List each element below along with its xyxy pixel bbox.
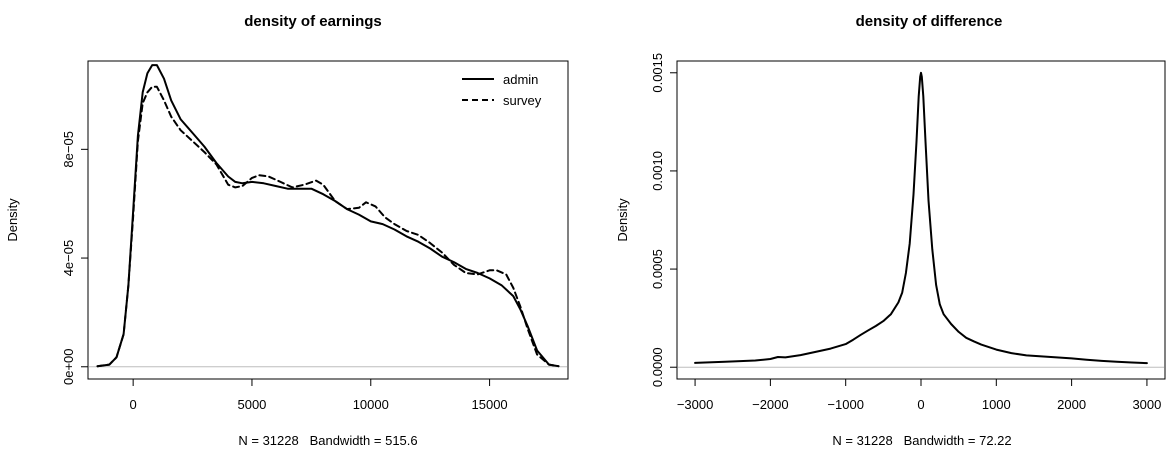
legend-label-admin: admin — [503, 72, 538, 87]
x-tick-label: 10000 — [353, 397, 389, 412]
y-axis: 0.0000 0.0005 0.0010 0.0015 — [650, 53, 678, 387]
difference-density-panel: density of difference −3000 −2000 −1000 0 10… — [615, 13, 1166, 448]
x-tick-label: 15000 — [472, 397, 508, 412]
legend-label-survey: survey — [503, 93, 542, 108]
x-axis-label: N = 31228 Bandwidth = 72.22 — [832, 433, 1011, 448]
y-tick-label: 4e−05 — [61, 240, 76, 277]
x-tick-label: 5000 — [237, 397, 266, 412]
y-tick-label: 0.0015 — [650, 53, 665, 93]
y-axis: 0e+00 4e−05 8e−05 — [61, 131, 89, 386]
x-axis: −3000 −2000 −1000 0 1000 2000 3000 — [677, 378, 1161, 412]
chart-title: density of difference — [856, 13, 1003, 30]
y-axis-label: Density — [615, 198, 630, 242]
series-line-admin — [96, 64, 560, 368]
y-tick-label: 0.0010 — [650, 151, 665, 191]
y-tick-label: 0e+00 — [61, 349, 76, 386]
y-tick-label: 0.0000 — [650, 347, 665, 387]
y-axis-label: Density — [5, 198, 20, 242]
chart-title: density of earnings — [244, 13, 382, 30]
plot-frame — [676, 60, 1166, 380]
series-lines — [694, 71, 1148, 365]
x-axis-label: N = 31228 Bandwidth = 515.6 — [238, 433, 417, 448]
plot-frame — [87, 60, 569, 380]
x-tick-label: −1000 — [827, 397, 864, 412]
x-tick-label: 1000 — [982, 397, 1011, 412]
x-tick-label: 0 — [917, 397, 924, 412]
x-tick-label: 0 — [130, 397, 137, 412]
legend: admin survey — [462, 72, 542, 108]
x-tick-label: −3000 — [677, 397, 714, 412]
y-tick-label: 8e−05 — [61, 131, 76, 168]
y-tick-label: 0.0005 — [650, 249, 665, 289]
x-tick-label: −2000 — [752, 397, 789, 412]
series-lines — [96, 64, 560, 368]
x-axis: 0 5000 10000 15000 — [130, 378, 508, 412]
earnings-density-panel: density of earnings 0 5000 10000 15000 0e+0… — [5, 13, 569, 448]
x-tick-label: 2000 — [1057, 397, 1086, 412]
x-tick-label: 3000 — [1132, 397, 1161, 412]
series-line-series-0 — [694, 71, 1148, 365]
series-line-survey — [96, 85, 560, 368]
